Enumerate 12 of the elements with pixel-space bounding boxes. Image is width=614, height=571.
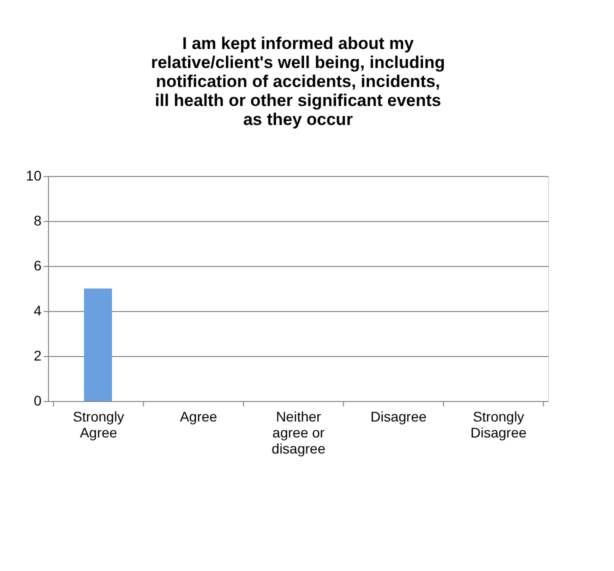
x-tick-label: Agree	[180, 408, 218, 424]
x-tick-label: Disagree	[370, 408, 427, 424]
x-tick-label: Neither agree or disagree	[272, 408, 326, 456]
y-tick-label: 0	[34, 392, 42, 408]
chart-title: I am kept informed about my relative/client's well being, including notification of accidents, incidents, ill health or other significant events as they occur	[150, 34, 446, 129]
y-tick-label: 10	[26, 168, 42, 184]
y-tick-label: 8	[34, 212, 42, 228]
y-tick-label: 6	[34, 258, 42, 274]
y-tick-label: 2	[34, 348, 42, 364]
y-tick-label: 4	[34, 302, 42, 318]
x-tick-label: Strongly Disagree	[470, 408, 527, 440]
x-tick-label: Strongly Agree	[72, 408, 124, 440]
